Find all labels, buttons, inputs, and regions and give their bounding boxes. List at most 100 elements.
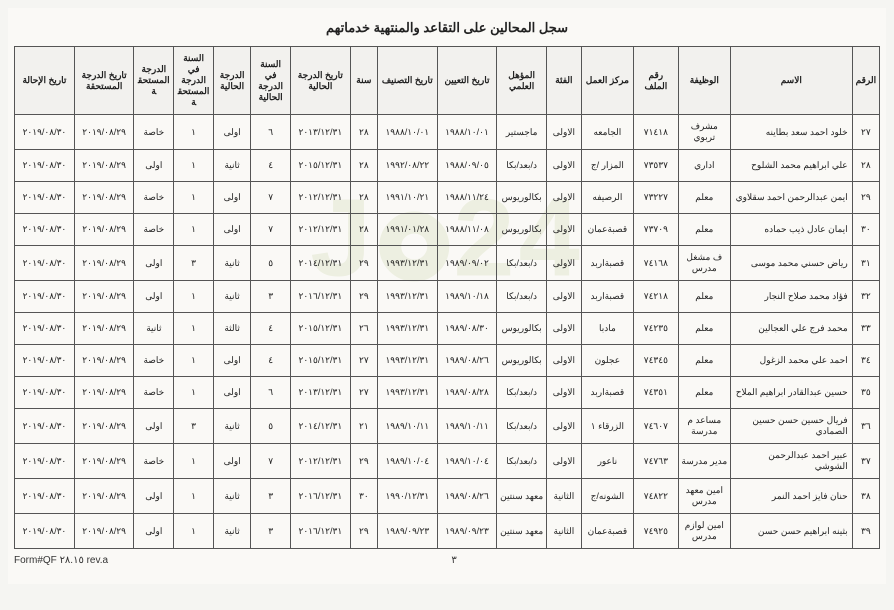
cell-appoint_date: ١٩٨٩/٠٩/٠٢ — [437, 246, 497, 281]
cell-qual: د/بعد/بكا — [497, 377, 547, 409]
cell-name: فؤاد محمد صلاح النجار — [730, 281, 852, 313]
cell-cur_grade_date: ٢٠١٦/١٢/٣١ — [291, 479, 351, 514]
cell-cur_year: ٤ — [251, 313, 291, 345]
cell-idx: ٢٧ — [852, 115, 879, 150]
cell-due_year: ٣ — [174, 409, 214, 444]
cell-cur_grade_date: ٢٠١٥/١٢/٣١ — [291, 345, 351, 377]
cell-cur_grade_date: ٢٠١٢/١٢/٣١ — [291, 214, 351, 246]
page-footer: Form#QF ٢٨.١٥ rev.a ٣ — [14, 555, 880, 566]
cell-due_year: ١ — [174, 444, 214, 479]
cell-year: ٢١ — [350, 409, 377, 444]
records-table: الرقمالاسمالوظيفةرقم الملفمركز العملالفئ… — [14, 46, 880, 549]
table-row: ٣٦فريال حسين حسن حسين الصماديمساعد م مدر… — [15, 409, 880, 444]
cell-idx: ٢٩ — [852, 182, 879, 214]
cell-center: ناعور — [581, 444, 633, 479]
table-row: ٢٨علي ابراهيم محمد الشلوحاداري٧٣٥٣٧المزا… — [15, 150, 880, 182]
cell-job: معلم — [678, 214, 730, 246]
cell-name: ايمن عبدالرحمن احمد سقلاوي — [730, 182, 852, 214]
cell-class_date: ١٩٩٣/١٢/٣١ — [378, 377, 438, 409]
cell-year: ٢٨ — [350, 115, 377, 150]
cell-emp_no: ٧٤١٦٨ — [633, 246, 678, 281]
cell-name: احمد علي محمد الزغول — [730, 345, 852, 377]
cell-due_year: ١ — [174, 479, 214, 514]
cell-cur_grade: اولى — [213, 182, 250, 214]
cell-center: مادبا — [581, 313, 633, 345]
cell-year: ٣٠ — [350, 479, 377, 514]
cell-cat: الثانية — [546, 479, 581, 514]
cell-center: قصبةعمان — [581, 514, 633, 549]
cell-class_date: ١٩٩٣/١٢/٣١ — [378, 345, 438, 377]
col-due_grade_date: تاريخ الدرجة المستحقة — [74, 47, 134, 115]
cell-cur_grade_date: ٢٠١٣/١٢/٣١ — [291, 377, 351, 409]
cell-qual: معهد سنتين — [497, 514, 547, 549]
cell-idx: ٣٧ — [852, 444, 879, 479]
cell-due_grade: ثانية — [134, 313, 174, 345]
cell-cur_year: ٧ — [251, 444, 291, 479]
cell-name: فريال حسين حسن حسين الصمادي — [730, 409, 852, 444]
cell-due_grade: اولى — [134, 281, 174, 313]
col-qual: المؤهل العلمي — [497, 47, 547, 115]
cell-due_grade: اولى — [134, 246, 174, 281]
cell-year: ٢٨ — [350, 182, 377, 214]
col-name: الاسم — [730, 47, 852, 115]
cell-cat: الاولى — [546, 214, 581, 246]
col-cat: الفئة — [546, 47, 581, 115]
cell-emp_no: ٧٤٩٢٥ — [633, 514, 678, 549]
cell-appoint_date: ١٩٨٨/١١/٢٤ — [437, 182, 497, 214]
cell-job: معلم — [678, 182, 730, 214]
cell-ref_date: ٢٠١٩/٠٨/٣٠ — [15, 444, 75, 479]
cell-cur_grade: ثالثة — [213, 313, 250, 345]
table-row: ٣١رياض حسني محمد موسىف مشغل مدرس٧٤١٦٨قصب… — [15, 246, 880, 281]
cell-cur_grade: ثانية — [213, 409, 250, 444]
cell-cur_year: ٣ — [251, 281, 291, 313]
col-due_grade: الدرجة المستحقة — [134, 47, 174, 115]
cell-appoint_date: ١٩٨٨/١٠/٠١ — [437, 115, 497, 150]
cell-cat: الاولى — [546, 345, 581, 377]
cell-year: ٢٩ — [350, 246, 377, 281]
cell-center: الزرقاء ١ — [581, 409, 633, 444]
cell-center: عجلون — [581, 345, 633, 377]
document-page: J24 سجل المحالين على التقاعد والمنتهية خ… — [8, 8, 886, 584]
cell-job: مساعد م مدرسة — [678, 409, 730, 444]
cell-cur_year: ٤ — [251, 345, 291, 377]
cell-cur_grade: اولى — [213, 115, 250, 150]
col-emp_no: رقم الملف — [633, 47, 678, 115]
cell-name: ايمان عادل ذيب حماده — [730, 214, 852, 246]
cell-name: خلود احمد سعد بطاينه — [730, 115, 852, 150]
cell-name: بثينه ابراهيم حسن حسن — [730, 514, 852, 549]
col-appoint_date: تاريخ التعيين — [437, 47, 497, 115]
cell-cat: الاولى — [546, 377, 581, 409]
cell-year: ٢٩ — [350, 514, 377, 549]
cell-due_year: ١ — [174, 377, 214, 409]
table-body: ٢٧خلود احمد سعد بطاينهمشرف تربوي٧١٤١٨الج… — [15, 115, 880, 549]
cell-ref_date: ٢٠١٩/٠٨/٣٠ — [15, 377, 75, 409]
cell-year: ٢٦ — [350, 313, 377, 345]
cell-cur_year: ٦ — [251, 377, 291, 409]
cell-cur_grade_date: ٢٠١٣/١٢/٣١ — [291, 115, 351, 150]
col-job: الوظيفة — [678, 47, 730, 115]
cell-idx: ٣٨ — [852, 479, 879, 514]
cell-appoint_date: ١٩٨٩/٠٨/٢٦ — [437, 479, 497, 514]
table-row: ٣٣محمد فرج علي العجالينمعلم٧٤٢٣٥مادباالا… — [15, 313, 880, 345]
cell-job: امين معهد مدرس — [678, 479, 730, 514]
cell-due_grade: اولى — [134, 150, 174, 182]
cell-name: حسين عبدالقادر ابراهيم الملاح — [730, 377, 852, 409]
cell-emp_no: ٧٣٧٠٩ — [633, 214, 678, 246]
cell-center: المزار /ج — [581, 150, 633, 182]
cell-due_grade: خاصة — [134, 214, 174, 246]
cell-due_year: ١ — [174, 514, 214, 549]
form-label: Form#QF ٢٨.١٥ rev.a — [14, 555, 108, 566]
cell-ref_date: ٢٠١٩/٠٨/٣٠ — [15, 479, 75, 514]
cell-due_year: ١ — [174, 313, 214, 345]
cell-ref_date: ٢٠١٩/٠٨/٣٠ — [15, 115, 75, 150]
cell-cur_grade_date: ٢٠١٤/١٢/٣١ — [291, 409, 351, 444]
page-number: ٣ — [451, 555, 456, 566]
cell-cat: الاولى — [546, 115, 581, 150]
cell-cur_year: ٧ — [251, 214, 291, 246]
table-row: ٣٤احمد علي محمد الزغولمعلم٧٤٣٤٥عجلونالاو… — [15, 345, 880, 377]
cell-class_date: ١٩٨٩/١٠/١١ — [378, 409, 438, 444]
cell-appoint_date: ١٩٨٨/٠٩/٠٥ — [437, 150, 497, 182]
cell-due_grade: اولى — [134, 479, 174, 514]
cell-due_grade_date: ٢٠١٩/٠٨/٢٩ — [74, 182, 134, 214]
cell-due_year: ١ — [174, 115, 214, 150]
